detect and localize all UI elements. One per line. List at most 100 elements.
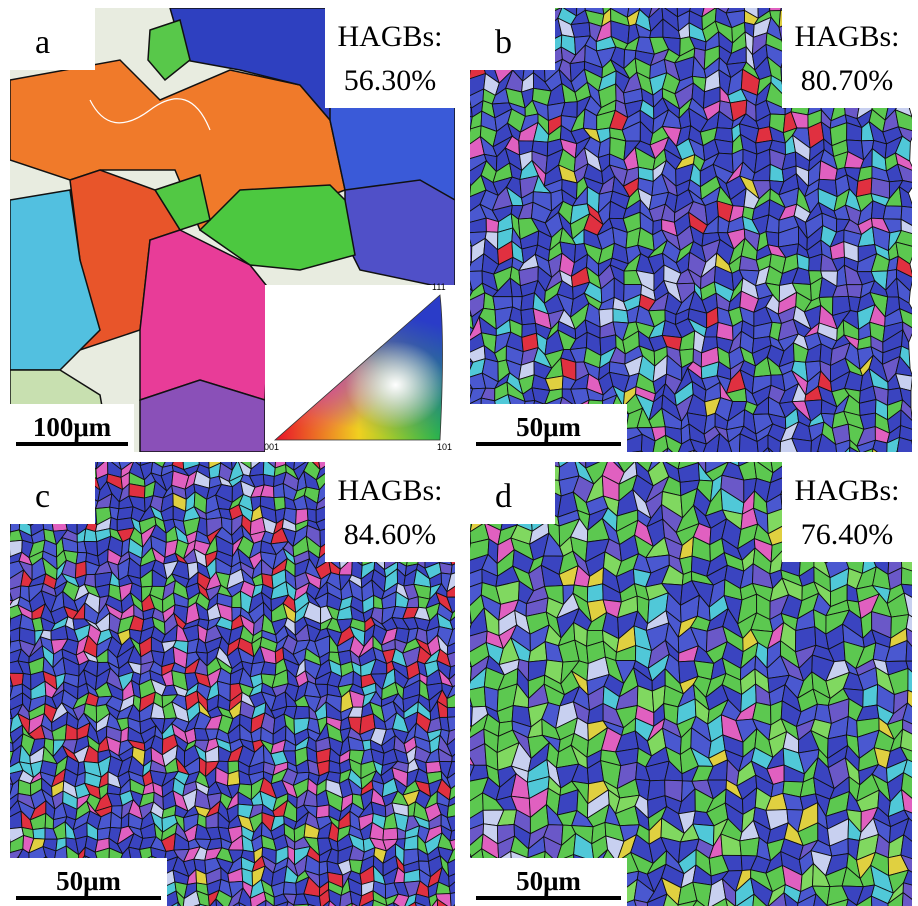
grain bbox=[0, 608, 11, 619]
grain bbox=[0, 844, 10, 864]
grain bbox=[457, 238, 472, 263]
grain bbox=[0, 660, 9, 673]
hagbs-label: HAGBs: bbox=[794, 474, 899, 507]
grain bbox=[457, 114, 472, 129]
grain bbox=[457, 229, 472, 247]
grain bbox=[0, 531, 10, 542]
label-box bbox=[470, 8, 555, 70]
scale-bar bbox=[476, 896, 621, 900]
grain bbox=[459, 165, 471, 186]
scale-bar-label: 100μm bbox=[33, 412, 112, 442]
grain bbox=[456, 277, 473, 301]
hagbs-label: HAGBs: bbox=[337, 20, 442, 53]
grain bbox=[383, 828, 398, 840]
grain bbox=[0, 571, 9, 589]
grain bbox=[457, 252, 472, 272]
grain bbox=[0, 540, 10, 556]
grain bbox=[0, 563, 9, 580]
panel-label: c bbox=[35, 478, 50, 515]
figure: 111 001 101 a HAGBs: 56.30% 100μm b HAGBs: 80.… bbox=[0, 0, 918, 906]
grain bbox=[571, 23, 590, 38]
grain bbox=[0, 483, 8, 498]
scale-bar-label: 50μm bbox=[516, 866, 581, 896]
grain bbox=[33, 828, 45, 839]
grain bbox=[0, 646, 9, 663]
grain bbox=[847, 285, 863, 298]
grain bbox=[0, 867, 10, 885]
grain bbox=[897, 437, 916, 459]
grain bbox=[453, 836, 472, 857]
label-box bbox=[10, 8, 95, 70]
ipf-label: 111 bbox=[432, 282, 446, 292]
hagbs-value: 84.60% bbox=[344, 518, 437, 551]
scale-bar bbox=[16, 442, 128, 446]
panel-label: a bbox=[35, 24, 50, 61]
grain bbox=[0, 816, 8, 830]
grain bbox=[458, 46, 472, 63]
body: 111 001 101 a HAGBs: 56.30% 100μm b HAGBs: 80.… bbox=[0, 0, 918, 906]
grain bbox=[458, 61, 472, 80]
scale-bar bbox=[476, 442, 621, 446]
grain bbox=[263, 459, 275, 477]
grain bbox=[455, 426, 470, 447]
label-box bbox=[10, 462, 95, 524]
grain bbox=[454, 73, 470, 96]
panel-label: d bbox=[495, 478, 512, 515]
scale-bar-label: 50μm bbox=[516, 412, 581, 442]
grain bbox=[0, 514, 10, 532]
grain bbox=[294, 706, 309, 719]
grain bbox=[453, 153, 467, 173]
grain bbox=[0, 826, 10, 843]
grain bbox=[453, 534, 471, 561]
scale-bar bbox=[16, 896, 161, 900]
grain bbox=[0, 856, 10, 875]
grain bbox=[587, 584, 603, 602]
grain bbox=[455, 414, 470, 434]
grain bbox=[453, 643, 472, 667]
grain bbox=[447, 707, 462, 717]
grain bbox=[457, 126, 470, 146]
hagbs-value: 80.70% bbox=[801, 64, 894, 97]
grain bbox=[0, 551, 10, 564]
grain bbox=[454, 200, 470, 223]
grain bbox=[613, 309, 629, 323]
grain bbox=[459, 397, 471, 418]
grain bbox=[453, 778, 468, 804]
grain bbox=[316, 805, 329, 818]
grain bbox=[883, 206, 902, 219]
panel-label: b bbox=[495, 24, 512, 61]
grain bbox=[456, 290, 472, 317]
page: {"panels": [ {"label": "a", "hagbs_label… bbox=[0, 0, 918, 906]
grain bbox=[448, 716, 463, 731]
ipf-label: 001 bbox=[264, 442, 279, 452]
grain bbox=[453, 550, 467, 575]
scale-bar-label: 50μm bbox=[56, 866, 121, 896]
grain bbox=[0, 624, 11, 642]
grain bbox=[453, 136, 467, 160]
grain bbox=[901, 568, 918, 586]
grain bbox=[453, 660, 471, 681]
label-box bbox=[470, 462, 555, 524]
grain bbox=[454, 329, 466, 354]
ipf-label: 101 bbox=[437, 442, 452, 452]
grain bbox=[453, 628, 467, 653]
grain bbox=[0, 613, 11, 631]
grain bbox=[283, 882, 296, 895]
grain bbox=[456, 96, 473, 117]
grain bbox=[0, 804, 10, 818]
grain bbox=[454, 451, 468, 470]
grain bbox=[460, 213, 468, 232]
hagbs-value: 76.40% bbox=[801, 518, 894, 551]
grain bbox=[459, 436, 470, 459]
hagbs-value: 56.30% bbox=[344, 64, 437, 97]
grain bbox=[0, 641, 11, 653]
grain bbox=[0, 833, 10, 853]
grain bbox=[450, 892, 460, 906]
grain bbox=[453, 520, 471, 543]
grain bbox=[455, 177, 470, 197]
grain bbox=[129, 484, 145, 498]
grain bbox=[0, 757, 9, 774]
hagbs-label: HAGBs: bbox=[794, 20, 899, 53]
grain bbox=[454, 83, 472, 108]
grain bbox=[740, 838, 760, 856]
